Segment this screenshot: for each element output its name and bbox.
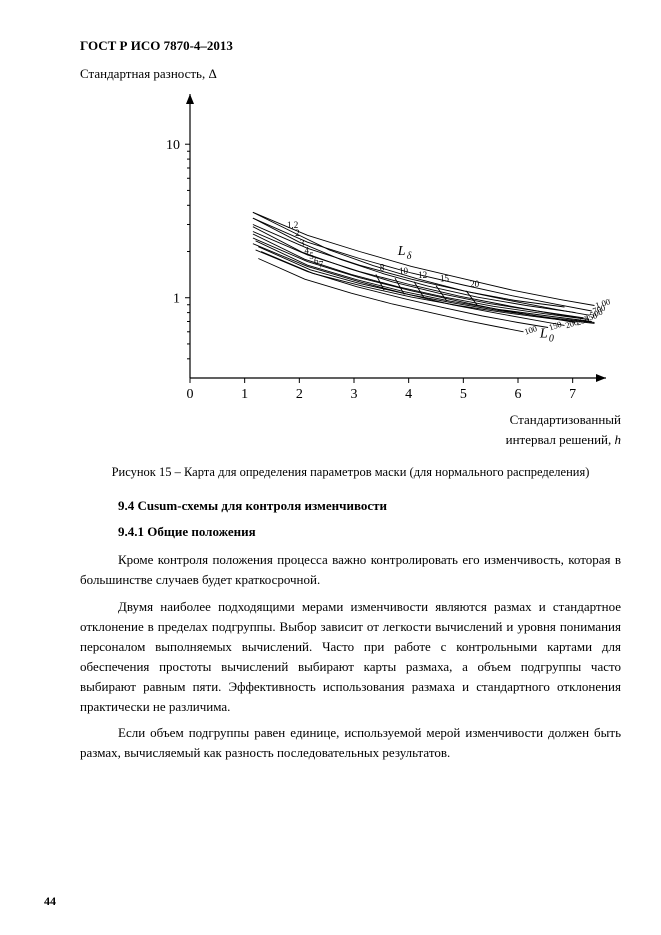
svg-text:4: 4 (405, 387, 412, 402)
svg-text:0: 0 (549, 334, 554, 345)
svg-text:6: 6 (515, 387, 522, 402)
svg-text:1: 1 (241, 387, 248, 402)
x-axis-label: Стандартизованный интервал решений, h (80, 410, 621, 450)
svg-text:δ: δ (407, 251, 412, 262)
page: ГОСТ Р ИСО 7870-4–2013 Стандартная разно… (0, 0, 661, 935)
paragraph-1: Кроме контроля положения процесса важно … (80, 550, 621, 590)
paragraph-2: Двумя наиболее подходящими мерами изменч… (80, 597, 621, 718)
nomogram-chart: 012345671101,22345678101215201 000700500… (140, 88, 610, 408)
svg-text:7: 7 (569, 387, 576, 402)
svg-text:150: 150 (548, 319, 563, 332)
svg-text:1: 1 (173, 292, 180, 307)
paragraph-3: Если объем подгруппы равен единице, испо… (80, 723, 621, 763)
svg-text:L: L (539, 327, 548, 342)
page-number: 44 (44, 892, 56, 911)
svg-text:0: 0 (187, 387, 194, 402)
svg-text:2: 2 (296, 387, 303, 402)
x-axis-label-line2: интервал решений, h (506, 432, 621, 447)
svg-text:3: 3 (351, 387, 358, 402)
y-axis-label: Стандартная разность, Δ (80, 64, 621, 84)
section-9-4-1-title: 9.4.1 Общие положения (118, 522, 621, 542)
y-axis-label-text: Стандартная разность, Δ (80, 66, 217, 81)
x-axis-label-line1: Стандартизованный (510, 412, 621, 427)
standard-code: ГОСТ Р ИСО 7870-4–2013 (80, 36, 621, 56)
chart-container: 012345671101,22345678101215201 000700500… (80, 88, 621, 408)
svg-text:10: 10 (166, 138, 180, 153)
svg-text:7: 7 (319, 260, 324, 270)
section-9-4-title: 9.4 Cusum-схемы для контроля изменчивост… (118, 496, 621, 516)
svg-text:5: 5 (460, 387, 467, 402)
figure-caption: Рисунок 15 – Карта для определения парам… (80, 463, 621, 482)
svg-text:L: L (397, 244, 406, 259)
